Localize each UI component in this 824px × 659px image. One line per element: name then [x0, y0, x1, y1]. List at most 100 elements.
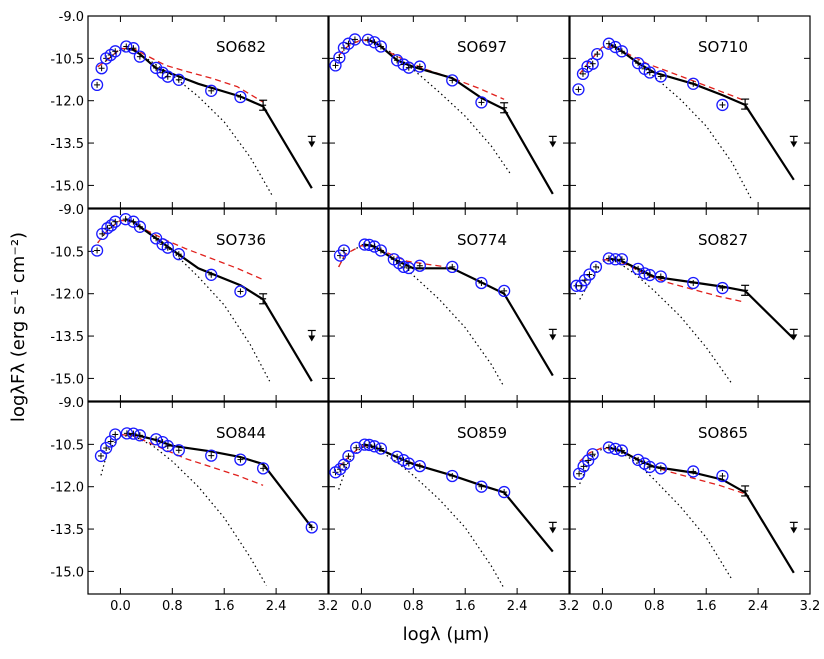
data-point — [234, 453, 247, 466]
upper-limit-arrow — [790, 527, 798, 534]
panel-frame — [569, 15, 811, 209]
panel-title: SO827 — [698, 231, 748, 249]
y-tick-label: -9.0 — [59, 396, 84, 411]
data-point — [205, 449, 218, 462]
data-point — [305, 521, 318, 534]
data-point — [127, 42, 140, 55]
panel-title: SO710 — [698, 38, 748, 56]
panel-frame — [328, 401, 570, 595]
panel-title: SO697 — [457, 38, 507, 56]
model-solid-line — [608, 446, 795, 574]
data-point — [119, 213, 132, 226]
panel-frame — [87, 15, 329, 209]
x-tick-label: 1.6 — [696, 599, 717, 614]
x-tick-label: 2.4 — [266, 599, 287, 614]
y-tick-label: -10.5 — [50, 245, 84, 260]
panel-frame — [569, 208, 811, 402]
data-point — [591, 47, 604, 61]
y-axis-label: logλFλ (erg s⁻¹ cm⁻²) — [8, 232, 29, 422]
data-point — [716, 98, 729, 112]
data-point — [413, 60, 426, 73]
data-point — [101, 222, 114, 235]
data-point — [582, 454, 595, 467]
y-tick-label: -12.0 — [50, 288, 84, 303]
data-point — [687, 77, 700, 90]
data-point — [390, 54, 404, 67]
upper-limit-arrow — [308, 141, 316, 148]
data-point — [161, 439, 174, 453]
upper-limit-arrow — [549, 334, 557, 341]
data-point — [342, 37, 355, 50]
data-point — [172, 73, 185, 86]
panel-grid: -9.0 -10.5 -12.0 -13.5 -15.0 SO682 SO697 SO710 -… — [50, 10, 820, 614]
data-point — [583, 268, 596, 281]
data-point — [368, 36, 381, 49]
panel-frame — [569, 401, 811, 595]
data-point — [234, 90, 247, 104]
data-point — [716, 281, 729, 295]
data-point — [161, 70, 174, 83]
panel-so859: 0.0 0.8 1.6 2.4 3.2 SO859 — [328, 401, 580, 614]
data-point — [361, 33, 375, 46]
data-point — [348, 33, 362, 46]
data-point — [475, 480, 488, 493]
upper-limit-arrow — [549, 141, 557, 148]
y-tick-label: -15.0 — [50, 372, 84, 387]
data-point — [374, 244, 388, 257]
panel-title: SO865 — [698, 424, 748, 442]
data-point — [172, 248, 185, 261]
data-point — [687, 465, 700, 478]
data-point — [631, 262, 645, 276]
panel-so710: SO710 — [569, 15, 811, 209]
data-point — [90, 78, 104, 92]
data-point — [446, 74, 459, 87]
panel-title: SO682 — [216, 38, 266, 56]
data-point — [133, 50, 147, 63]
data-point — [413, 459, 426, 473]
data-point — [172, 444, 185, 457]
model-red-dashed-line — [120, 433, 264, 486]
data-point — [497, 485, 511, 499]
y-tick-label: -13.5 — [50, 523, 84, 538]
panel-frame — [87, 208, 329, 402]
panel-title: SO844 — [216, 424, 266, 442]
x-tick-label: 0.0 — [110, 599, 131, 614]
data-point — [374, 442, 388, 455]
data-point — [654, 270, 667, 283]
panel-so774: SO774 — [328, 208, 570, 402]
data-point — [90, 244, 104, 257]
panel-frame — [87, 401, 329, 595]
data-point — [602, 441, 616, 454]
data-point — [337, 244, 351, 257]
x-tick-label: 0.0 — [592, 599, 613, 614]
y-tick-label: -10.5 — [50, 438, 84, 453]
data-point — [687, 276, 700, 290]
data-point — [609, 442, 622, 456]
upper-limit-arrow — [790, 334, 798, 341]
data-point — [716, 469, 729, 483]
data-point — [149, 433, 163, 446]
panel-frame — [328, 15, 570, 209]
y-tick-label: -15.0 — [50, 179, 84, 194]
data-point — [572, 83, 585, 96]
data-point — [586, 448, 599, 461]
x-tick-label: 3.2 — [559, 599, 580, 614]
x-tick-label: 2.4 — [748, 599, 769, 614]
data-point — [342, 450, 355, 463]
data-point — [368, 440, 381, 453]
data-point — [631, 453, 645, 467]
data-point — [654, 70, 667, 83]
model-solid-line — [364, 443, 554, 553]
data-point — [446, 260, 459, 274]
y-tick-label: -15.0 — [50, 565, 84, 580]
data-point — [256, 462, 270, 475]
data-point — [390, 450, 404, 463]
upper-limit-arrow — [549, 527, 557, 534]
data-point — [95, 62, 108, 75]
x-tick-label: 0.0 — [351, 599, 372, 614]
panel-so827: SO827 — [569, 208, 811, 402]
data-point — [133, 429, 147, 442]
panel-so682: -9.0 -10.5 -12.0 -13.5 -15.0 SO682 — [50, 10, 329, 209]
data-point — [615, 444, 629, 457]
